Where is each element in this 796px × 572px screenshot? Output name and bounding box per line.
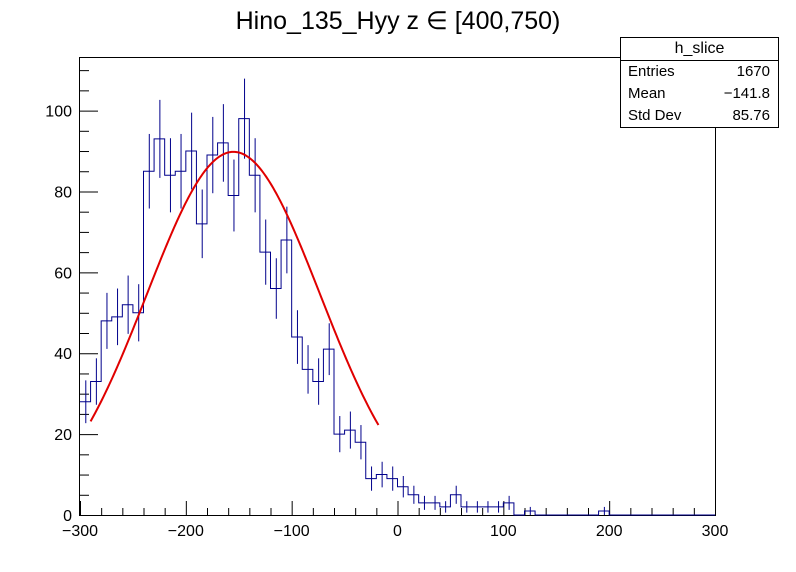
fit-curve [89, 150, 380, 426]
gaussian-fit-line [89, 150, 380, 426]
stats-label: Std Dev [628, 107, 682, 124]
x-tick-label: −100 [274, 523, 310, 540]
stats-box: h_slice Entries 1670 Mean −141.8 Std Dev… [620, 37, 779, 128]
stats-row-stddev: Std Dev 85.76 [621, 105, 778, 127]
y-tick-label: 40 [54, 346, 72, 363]
x-tick-label: −300 [62, 523, 98, 540]
y-tick-label: 60 [54, 265, 72, 282]
stats-label: Entries [628, 63, 675, 80]
x-tick-label: 100 [490, 523, 517, 540]
y-tick-label: 0 [63, 508, 72, 525]
x-tick-label: 300 [702, 523, 729, 540]
histogram-outline [80, 118, 715, 516]
stats-title: h_slice [621, 38, 778, 61]
y-tick-label: 100 [45, 104, 72, 121]
y-axis: 0 20 40 60 80 100 [45, 70, 98, 525]
stats-value: 1670 [736, 63, 770, 80]
chart-title: Hino_135_Hyy z ∈ [400,750) [235, 7, 561, 35]
stats-label: Mean [628, 85, 666, 102]
x-tick-label: 0 [393, 523, 402, 540]
y-tick-label: 20 [54, 427, 72, 444]
stats-value: −141.8 [723, 85, 770, 102]
x-tick-label: 200 [596, 523, 623, 540]
stats-row-entries: Entries 1670 [621, 61, 778, 83]
x-tick-label: −200 [168, 523, 204, 540]
plot-frame [79, 57, 716, 516]
y-tick-label: 80 [54, 184, 72, 201]
stats-row-mean: Mean −141.8 [621, 83, 778, 105]
histogram-bins [80, 78, 715, 516]
stats-value: 85.76 [732, 107, 770, 124]
x-axis: −300 −200 −100 0 100 200 300 [62, 501, 728, 540]
